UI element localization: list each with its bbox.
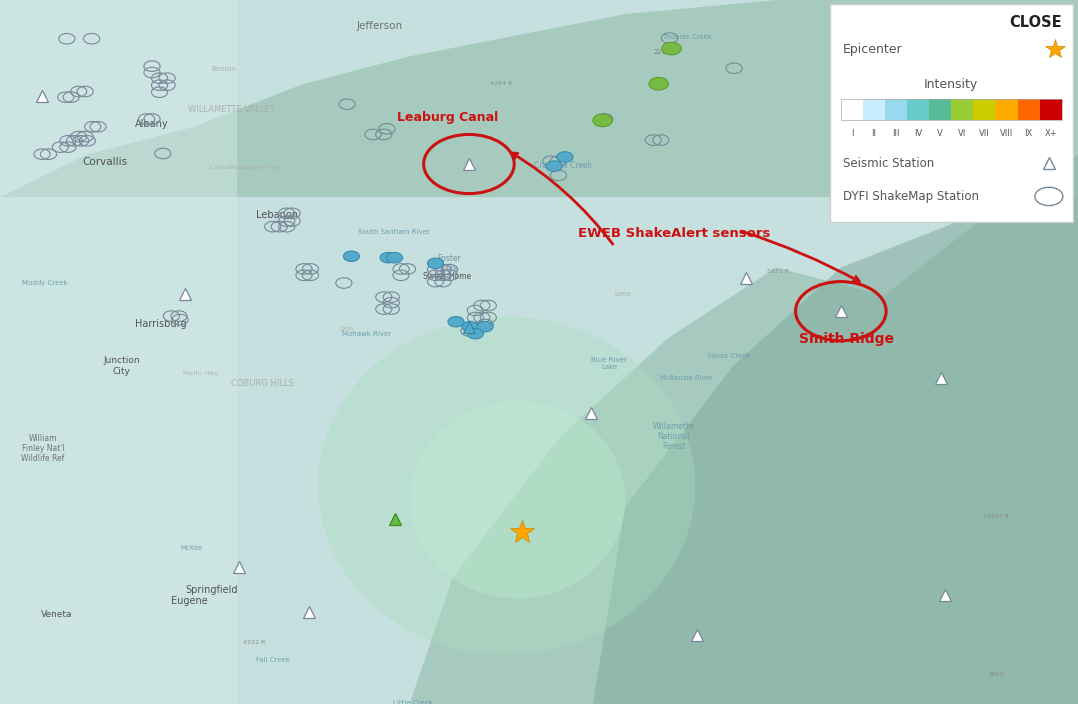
Text: Mohawk River: Mohawk River — [342, 332, 391, 337]
Text: VI: VI — [958, 130, 967, 138]
Bar — [908, 99, 929, 120]
Text: Epicenter: Epicenter — [843, 43, 902, 56]
Text: Seismic Station: Seismic Station — [843, 157, 935, 170]
Text: Pacific Hwy: Pacific Hwy — [183, 370, 218, 376]
Text: IX: IX — [1024, 130, 1033, 138]
Text: Benton: Benton — [211, 66, 237, 72]
Text: Horse Creek: Horse Creek — [708, 353, 751, 359]
Bar — [0, 0, 237, 704]
Circle shape — [427, 258, 444, 268]
Text: II: II — [871, 130, 876, 138]
Text: Sweet Home: Sweet Home — [424, 272, 471, 281]
Text: Smith Ridge: Smith Ridge — [799, 332, 894, 346]
Text: 4232 ft: 4232 ft — [244, 640, 265, 646]
Bar — [1018, 99, 1039, 120]
Bar — [929, 99, 951, 120]
Circle shape — [478, 321, 494, 332]
Circle shape — [468, 328, 483, 339]
Text: Muddy Creek: Muddy Creek — [23, 280, 68, 286]
Text: CLOSE: CLOSE — [1009, 15, 1062, 30]
Text: VIII: VIII — [1000, 130, 1013, 138]
Bar — [841, 99, 862, 120]
Text: Corvallis-Lebanon Hwy: Corvallis-Lebanon Hwy — [210, 165, 281, 170]
Text: Leaburg Canal: Leaburg Canal — [397, 111, 498, 123]
Text: William
Finley Nat'l
Wildlife Ref: William Finley Nat'l Wildlife Ref — [22, 434, 65, 463]
Text: Foster
Lake: Foster Lake — [438, 253, 461, 273]
Text: III: III — [893, 130, 900, 138]
Text: South Santiam River: South Santiam River — [358, 229, 429, 234]
Ellipse shape — [410, 401, 625, 598]
Circle shape — [387, 253, 403, 263]
Circle shape — [557, 151, 573, 162]
Bar — [841, 99, 1062, 120]
Circle shape — [593, 114, 612, 127]
Text: Fall Creek: Fall Creek — [255, 657, 290, 662]
Text: X+: X+ — [1045, 130, 1058, 138]
Bar — [973, 99, 996, 120]
FancyBboxPatch shape — [830, 4, 1073, 222]
Text: 10337 ft: 10337 ft — [983, 513, 1009, 519]
Circle shape — [448, 316, 464, 327]
Text: Springfield: Springfield — [185, 585, 237, 595]
Bar — [996, 99, 1018, 120]
Text: Intensity: Intensity — [924, 78, 979, 91]
Text: Crabtree Creek: Crabtree Creek — [534, 161, 592, 170]
Circle shape — [381, 253, 397, 263]
Text: VII: VII — [979, 130, 990, 138]
Text: WILLAMETTE VALLEY: WILLAMETTE VALLEY — [189, 105, 275, 113]
Text: Little Creek: Little Creek — [392, 700, 433, 704]
Text: Corvallis: Corvallis — [82, 157, 127, 167]
Text: COBURG HILLS: COBURG HILLS — [231, 379, 293, 388]
Text: IV: IV — [914, 130, 923, 138]
Polygon shape — [0, 0, 1078, 197]
Text: EWEB ShakeAlert sensors: EWEB ShakeAlert sensors — [578, 227, 770, 240]
Text: Albany: Albany — [135, 119, 169, 129]
Bar — [952, 99, 973, 120]
Text: 226: 226 — [653, 49, 666, 55]
Text: Linn: Linn — [340, 326, 355, 332]
Circle shape — [461, 321, 478, 332]
Text: 5823 ft: 5823 ft — [768, 269, 789, 275]
Text: Junction
City: Junction City — [103, 356, 140, 376]
Text: I: I — [851, 130, 853, 138]
Polygon shape — [410, 197, 1078, 704]
Text: Lane: Lane — [614, 291, 632, 297]
Circle shape — [662, 42, 681, 55]
Text: Jefferson: Jefferson — [357, 21, 402, 31]
Bar — [862, 99, 885, 120]
Text: McKenzie River: McKenzie River — [660, 375, 714, 381]
Text: 9055: 9055 — [989, 672, 1004, 677]
Circle shape — [343, 251, 359, 261]
Polygon shape — [593, 155, 1078, 704]
Text: Lebanon: Lebanon — [257, 210, 298, 220]
Text: Blue River
Lake: Blue River Lake — [591, 358, 627, 370]
Ellipse shape — [318, 317, 695, 655]
Text: Harrisburg: Harrisburg — [135, 319, 186, 329]
Text: DYFI ShakeMap Station: DYFI ShakeMap Station — [843, 190, 979, 203]
Bar — [1039, 99, 1062, 120]
Circle shape — [545, 161, 563, 171]
Text: 4294 ft: 4294 ft — [490, 80, 512, 86]
Bar — [885, 99, 908, 120]
Text: Eugene: Eugene — [171, 596, 208, 605]
Text: Thomas Creek: Thomas Creek — [662, 34, 711, 40]
Text: V: V — [938, 130, 943, 138]
Text: Willamette
National
Forest: Willamette National Forest — [653, 422, 694, 451]
Text: Veneta: Veneta — [41, 610, 73, 619]
Text: McKee: McKee — [181, 545, 203, 551]
Circle shape — [649, 77, 668, 90]
